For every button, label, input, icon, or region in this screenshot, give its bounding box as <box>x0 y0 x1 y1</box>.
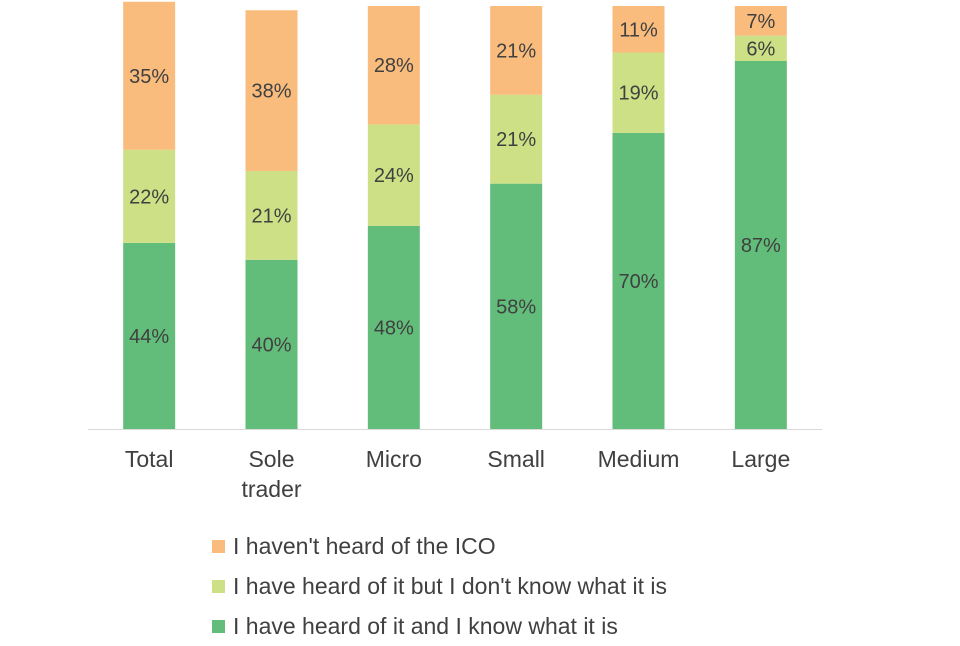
legend-item-2: I have heard of it and I know what it is <box>212 606 667 646</box>
data-label-2-0: 48% <box>374 317 414 339</box>
bar-segment-0-1 <box>123 149 176 243</box>
bar-segment-4-2 <box>612 6 665 53</box>
bar-segment-3-2 <box>490 6 543 95</box>
data-label-1-2: 38% <box>251 81 291 103</box>
data-label-4-0: 70% <box>618 271 658 293</box>
data-label-5-2: 7% <box>746 11 775 33</box>
data-label-1-0: 40% <box>251 334 291 356</box>
data-label-5-1: 6% <box>746 38 775 60</box>
category-label-2: Micro <box>366 446 422 472</box>
data-label-0-1: 22% <box>129 186 169 208</box>
category-label-4: Medium <box>598 446 680 472</box>
legend-item-1: I have heard of it but I don't know what… <box>212 566 667 606</box>
data-label-5-0: 87% <box>741 235 781 257</box>
category-label-3: Small <box>487 446 545 472</box>
bar-segment-2-0 <box>367 225 420 429</box>
category-label-5: Large <box>731 446 790 472</box>
data-label-1-1: 21% <box>251 205 291 227</box>
bar-segment-1-0 <box>245 259 298 429</box>
data-label-0-0: 44% <box>129 326 169 348</box>
legend-item-0: I haven't heard of the ICO <box>212 526 667 566</box>
bar-segment-1-2 <box>245 10 298 171</box>
data-label-3-2: 21% <box>496 40 536 62</box>
bar-segment-0-2 <box>123 1 176 150</box>
data-label-4-2: 11% <box>619 19 658 41</box>
bar-segment-5-2 <box>734 6 787 36</box>
bar-segment-3-0 <box>490 183 543 429</box>
legend-label-1: I have heard of it but I don't know what… <box>233 572 667 599</box>
data-label-3-0: 58% <box>496 296 536 318</box>
data-label-2-2: 28% <box>374 55 414 77</box>
category-label-0: Total <box>125 446 174 472</box>
data-label-3-1: 21% <box>496 129 536 151</box>
data-label-4-1: 19% <box>618 83 658 105</box>
legend-swatch-1 <box>212 579 225 593</box>
bar-segment-4-1 <box>612 52 665 133</box>
legend-swatch-0 <box>212 539 225 553</box>
legend-label-2: I have heard of it and I know what it is <box>233 612 618 639</box>
bar-segment-0-0 <box>123 242 176 429</box>
stacked-bar-chart: 44% 22% 35% Total 40% 21% 38% Sole trader 48% 24% 2… <box>88 1 822 502</box>
legend-swatch-2 <box>212 619 225 633</box>
legend-label-0: I haven't heard of the ICO <box>233 532 496 559</box>
bar-segment-3-1 <box>490 94 543 184</box>
chart-legend: I haven't heard of the ICO I have heard o… <box>212 526 667 646</box>
bar-segment-5-1 <box>734 35 787 61</box>
data-label-0-2: 35% <box>129 66 169 88</box>
category-label-1: Sole trader <box>241 446 301 502</box>
bar-segment-4-0 <box>612 132 665 429</box>
bar-segment-2-2 <box>367 6 420 125</box>
data-label-2-1: 24% <box>374 165 414 187</box>
bar-segment-2-1 <box>367 124 420 226</box>
bar-segment-1-1 <box>245 170 298 260</box>
bar-segment-5-0 <box>734 60 787 430</box>
